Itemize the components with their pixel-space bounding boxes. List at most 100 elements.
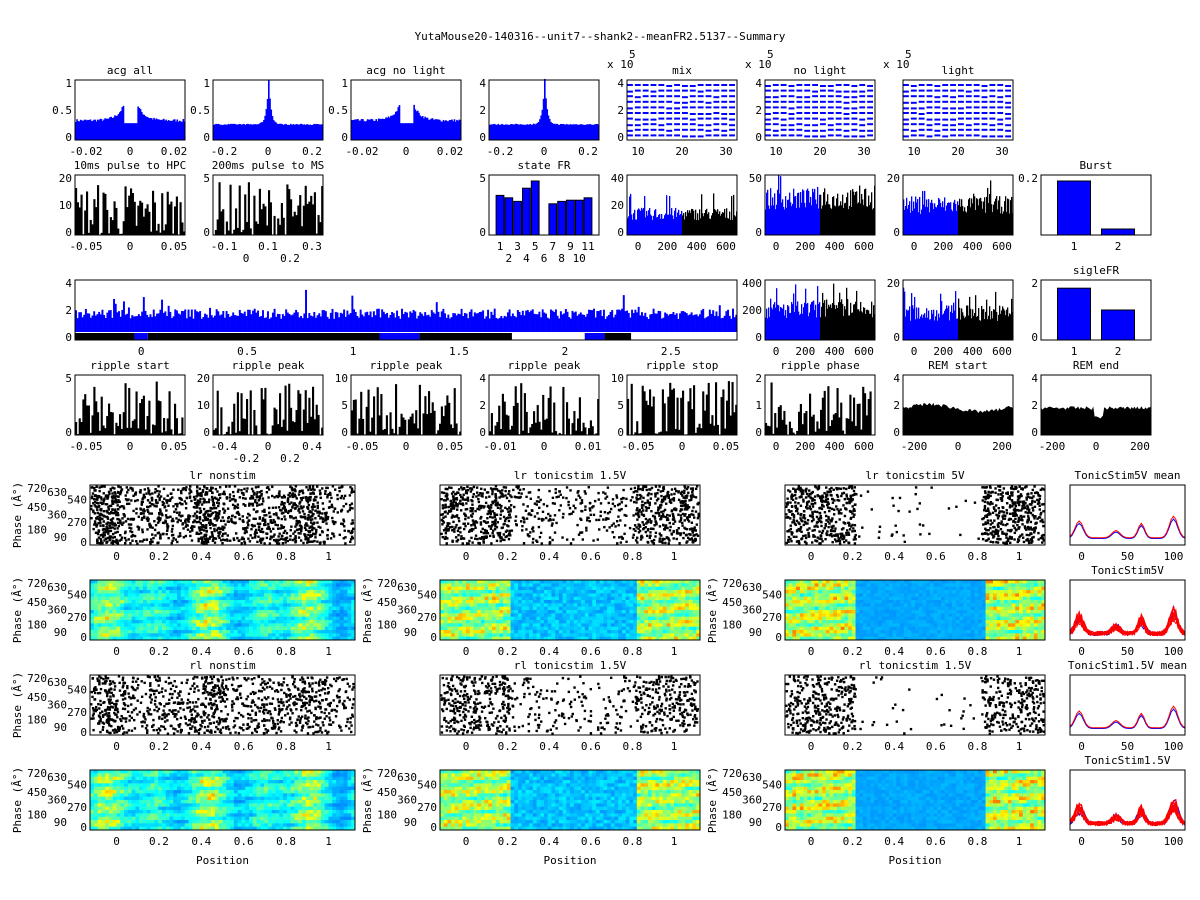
histogram-bar <box>576 315 579 332</box>
histogram-bar <box>696 427 699 435</box>
histogram-bar <box>493 123 496 140</box>
axes-frame <box>626 174 738 236</box>
spike-point <box>494 519 497 522</box>
histogram-bar <box>838 206 840 235</box>
spike-point <box>140 500 144 503</box>
spike-point <box>646 493 650 497</box>
spike-point <box>538 506 541 510</box>
histogram-bar <box>83 314 86 332</box>
spike-point <box>526 533 530 536</box>
trace-segment <box>658 112 665 114</box>
spike-point <box>620 535 623 539</box>
trace-segment <box>627 100 633 103</box>
spike-point <box>215 511 219 515</box>
spike-point <box>602 491 605 494</box>
spike-point <box>639 487 642 491</box>
histogram-bar <box>776 204 778 235</box>
histogram-bar <box>1007 198 1009 235</box>
spike-point <box>108 538 111 542</box>
trace-segment <box>989 106 996 109</box>
spike-point <box>230 518 233 521</box>
spike-point <box>679 517 683 520</box>
spike-point <box>300 498 303 502</box>
histogram-bar <box>126 427 129 435</box>
histogram-bar <box>86 191 89 235</box>
spike-point <box>311 528 314 532</box>
histogram-bar <box>149 117 152 140</box>
histogram-bar <box>402 313 405 332</box>
spike-point <box>211 511 215 515</box>
spike-point <box>444 535 447 539</box>
spike-point <box>132 509 135 513</box>
subplot-title: ripple peak <box>232 359 305 372</box>
spike-point <box>211 535 215 538</box>
spike-point <box>238 539 241 542</box>
spike-point <box>322 507 325 511</box>
histogram-bar <box>101 309 104 332</box>
trace-segment <box>780 95 787 98</box>
spike-point <box>663 537 666 541</box>
trace-segment <box>934 129 941 132</box>
histogram-bar <box>265 317 268 332</box>
histogram-bar <box>84 394 87 435</box>
spike-point <box>1021 500 1024 503</box>
histogram-bar <box>119 233 122 235</box>
spike-point <box>504 494 507 497</box>
histogram-bar <box>513 315 516 332</box>
histogram-bar <box>362 119 364 140</box>
histogram-bar <box>825 430 828 435</box>
spike-point <box>649 531 652 534</box>
spike-point <box>633 524 637 527</box>
histogram-bar <box>869 205 871 235</box>
spike-point <box>137 528 140 531</box>
histogram-bar <box>298 124 301 140</box>
spike-point <box>527 491 531 494</box>
histogram-bar <box>934 320 936 340</box>
trace-segment <box>859 100 866 103</box>
trace-segment <box>820 123 826 126</box>
histogram-bar <box>269 433 272 435</box>
spike-point <box>623 513 626 517</box>
histogram-bar <box>80 194 83 235</box>
spike-point <box>326 537 329 540</box>
spike-point <box>658 532 661 535</box>
histogram-bar <box>439 317 442 332</box>
histogram-bar <box>529 123 531 140</box>
spike-point <box>694 496 698 499</box>
y-tick-label: 1 <box>203 77 210 90</box>
bar <box>522 187 531 236</box>
spike-point <box>202 542 205 545</box>
histogram-bar <box>246 399 249 435</box>
spike-point <box>200 503 204 506</box>
histogram-bar <box>919 318 921 340</box>
histogram-bar <box>562 386 565 435</box>
histogram-bar <box>872 317 874 340</box>
histogram-bar <box>106 118 109 140</box>
trace-segment <box>965 128 972 131</box>
spike-point <box>455 523 458 527</box>
spike-point <box>299 496 303 500</box>
trace-segment <box>851 85 858 87</box>
spike-point <box>177 518 180 522</box>
trace-segment <box>835 128 842 131</box>
spike-point <box>103 539 106 542</box>
histogram-bar <box>701 194 703 235</box>
histogram-bar <box>707 316 710 332</box>
histogram-bar <box>814 310 816 340</box>
trace-segment <box>705 95 712 98</box>
spike-point <box>198 516 202 519</box>
histogram-bar <box>856 290 858 340</box>
histogram-bar <box>316 315 319 332</box>
trace-segment <box>780 124 787 127</box>
histogram-bar <box>104 193 107 235</box>
y-tick-label: 20 <box>611 199 624 212</box>
histogram-bar <box>150 118 153 140</box>
histogram-bar <box>985 311 987 340</box>
histogram-bar <box>837 308 839 340</box>
spike-point <box>657 497 660 500</box>
spike-point <box>90 504 93 508</box>
spike-point <box>470 499 473 502</box>
